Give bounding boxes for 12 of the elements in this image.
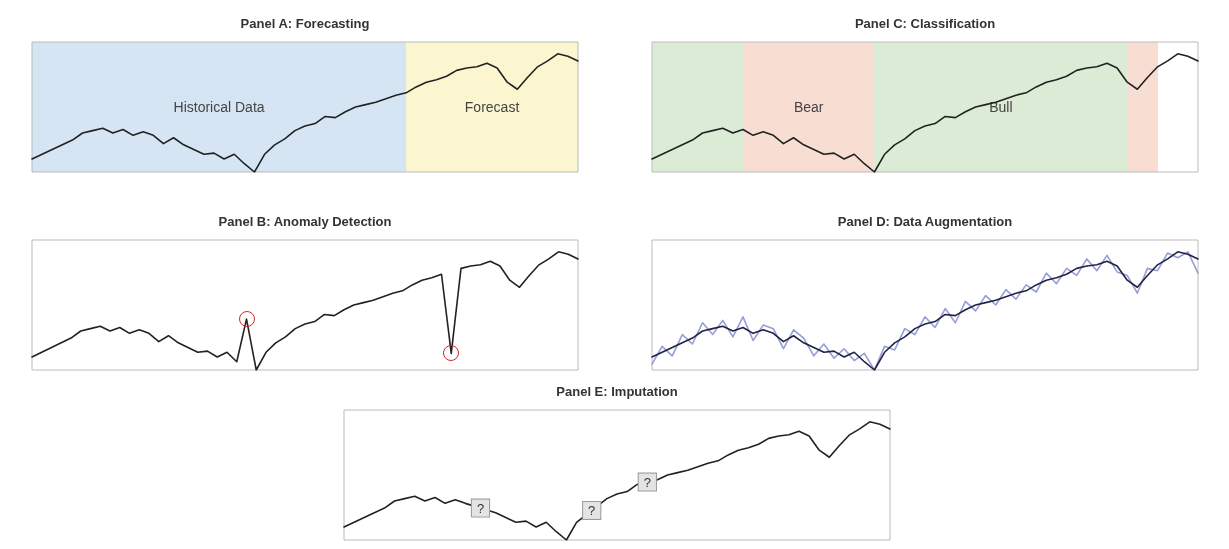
annotation: Bull [989,99,1013,115]
annotation: ? [588,502,596,518]
chart-title: Panel D: Data Augmentation [837,214,1013,229]
chart-title: Panel B: Anomaly Detection [218,214,392,229]
chart-title: Panel C: Classification [854,16,996,31]
chart-title: Panel A: Forecasting [240,16,370,31]
annotation: ? [476,500,485,516]
annotation: Forecast [464,99,520,115]
chart-title: Panel E: Imputation [556,384,678,399]
annotation: ? [643,474,651,490]
annotation: Historical Data [173,99,265,115]
annotation: Bear [793,99,824,115]
